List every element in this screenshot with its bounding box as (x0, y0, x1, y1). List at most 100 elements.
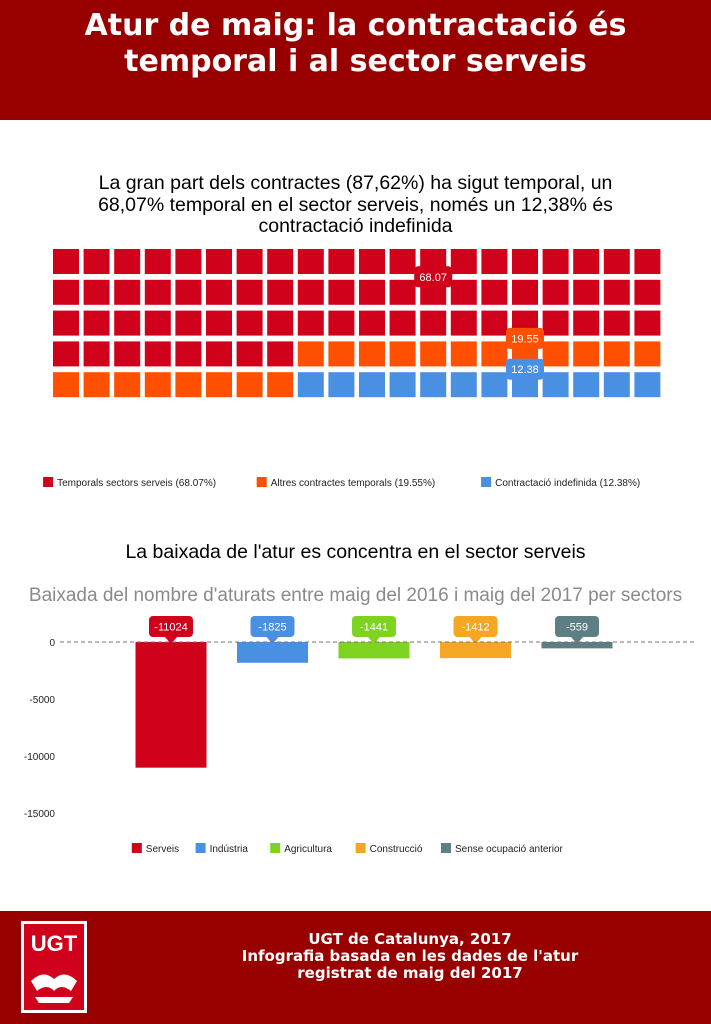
legend-label: Temporals sectors serveis (68.07%) (57, 478, 216, 489)
waffle-cell (512, 249, 538, 274)
waffle-cell (420, 310, 447, 336)
waffle-cell (359, 372, 385, 398)
legend-swatch (43, 477, 54, 487)
waffle-cell (634, 310, 661, 336)
waffle-cell (114, 279, 141, 305)
waffle-cell (481, 249, 508, 274)
waffle-cell (175, 279, 202, 305)
waffle-cell (236, 310, 263, 336)
waffle-data-label-pointer (519, 379, 531, 387)
waffle-title-line2: 68,07% temporal en el sector serveis, no… (98, 193, 613, 216)
legend-swatch (131, 843, 142, 853)
waffle-cell (236, 249, 263, 274)
bar-data-label-box (250, 616, 295, 637)
legend-label: Construcció (370, 844, 423, 855)
bar (135, 642, 207, 768)
waffle-data-label-box (506, 327, 544, 349)
waffle-cell (206, 279, 232, 305)
waffle-cell (420, 341, 447, 367)
waffle-data-label-box (414, 266, 453, 288)
y-tick-label: 0 (49, 638, 55, 649)
waffle-cell (359, 310, 385, 336)
waffle-cell (603, 279, 630, 305)
bar-chart: 0 -5000 -10000 -15000 -11024 -1825 -1441 -1412 -… (24, 616, 694, 855)
waffle-cell (634, 279, 661, 305)
waffle-cell (144, 279, 171, 305)
waffle-data-label-box (506, 358, 544, 380)
waffle-cell (389, 249, 416, 274)
waffle-cell (389, 341, 416, 367)
bar-section-title: La baixada de l'atur es concentra en el … (125, 541, 586, 563)
waffle-cell (389, 310, 416, 336)
y-tick-label: -5000 (29, 695, 55, 706)
waffle-cell (236, 372, 263, 398)
waffle-cell (83, 310, 110, 336)
bar (541, 642, 613, 649)
waffle-cell (450, 249, 477, 274)
bar-data-label-text: -1825 (258, 622, 286, 634)
bar-data-label-pointer (368, 637, 380, 644)
waffle-cell (450, 279, 477, 305)
waffle-cell (359, 279, 385, 305)
waffle-cell (389, 372, 416, 398)
waffle-cell (144, 341, 171, 367)
waffle-data-label-pointer (427, 287, 440, 295)
waffle-cell (297, 372, 324, 398)
waffle-cell (297, 341, 324, 367)
bar (440, 642, 511, 659)
waffle-cell (481, 341, 508, 367)
waffle-cell (481, 279, 508, 305)
waffle-cell (267, 341, 294, 367)
waffle-cell (236, 341, 263, 367)
waffle-cell (267, 372, 294, 398)
waffle-cell (328, 310, 355, 336)
legend-label: Agricultura (284, 844, 332, 855)
waffle-chart: 68.07 19.55 12.38 Temporals sectors serveis… (43, 249, 661, 489)
legend-label: Sense ocupació anterior (455, 844, 564, 855)
bar-data-label: -1825 (250, 616, 295, 644)
legend-swatch (355, 843, 366, 853)
bar-data-label-text: -11024 (154, 622, 187, 634)
page-title-line2: temporal i al sector serveis (124, 44, 587, 79)
waffle-cell (297, 310, 324, 336)
bar-data-label-pointer (165, 637, 177, 644)
legend-swatch (481, 477, 492, 487)
legend-label: Indústria (210, 844, 249, 855)
bar (338, 642, 410, 659)
waffle-title-line3: contractació indefinida (258, 215, 453, 237)
waffle-data-label-text: 12.38 (511, 364, 539, 376)
y-tick-label: -10000 (24, 752, 56, 763)
waffle-cell (206, 249, 232, 274)
waffle-cell (328, 249, 355, 274)
waffle-cell (144, 310, 171, 336)
bar-data-label-text: -559 (566, 622, 588, 634)
legend-swatch (195, 843, 206, 853)
bar (237, 642, 308, 663)
header-banner: Atur de maig: la contractació és tempora… (0, 0, 711, 120)
waffle-cell (603, 372, 630, 398)
waffle-cell (573, 341, 600, 367)
bar-data-label: -11024 (149, 616, 193, 644)
waffle-cell (297, 279, 324, 305)
waffle-cell (542, 279, 569, 305)
legend-swatch (256, 477, 267, 487)
waffle-cell (450, 372, 477, 398)
legend-swatch (441, 843, 451, 853)
bar-data-label-box (149, 616, 193, 637)
waffle-data-label: 19.55 (506, 327, 544, 356)
waffle-cell (206, 372, 232, 398)
bar-data-label: -1441 (352, 616, 396, 644)
waffle-cell (573, 279, 600, 305)
waffle-cell (328, 341, 355, 367)
waffle-cell (328, 372, 355, 398)
legend-swatch (270, 843, 281, 853)
waffle-data-label-pointer (519, 348, 531, 356)
waffle-cell (481, 310, 508, 336)
waffle-title-line1: La gran part dels contractes (87,62%) ha… (98, 172, 613, 194)
waffle-data-label-text: 19.55 (511, 333, 539, 345)
bar-data-label-text: -1412 (461, 622, 489, 634)
legend-label: Contractació indefinida (12.38%) (495, 478, 640, 489)
waffle-cell (573, 249, 600, 274)
bar-data-label-box (453, 616, 498, 637)
waffle-cell (297, 249, 324, 274)
